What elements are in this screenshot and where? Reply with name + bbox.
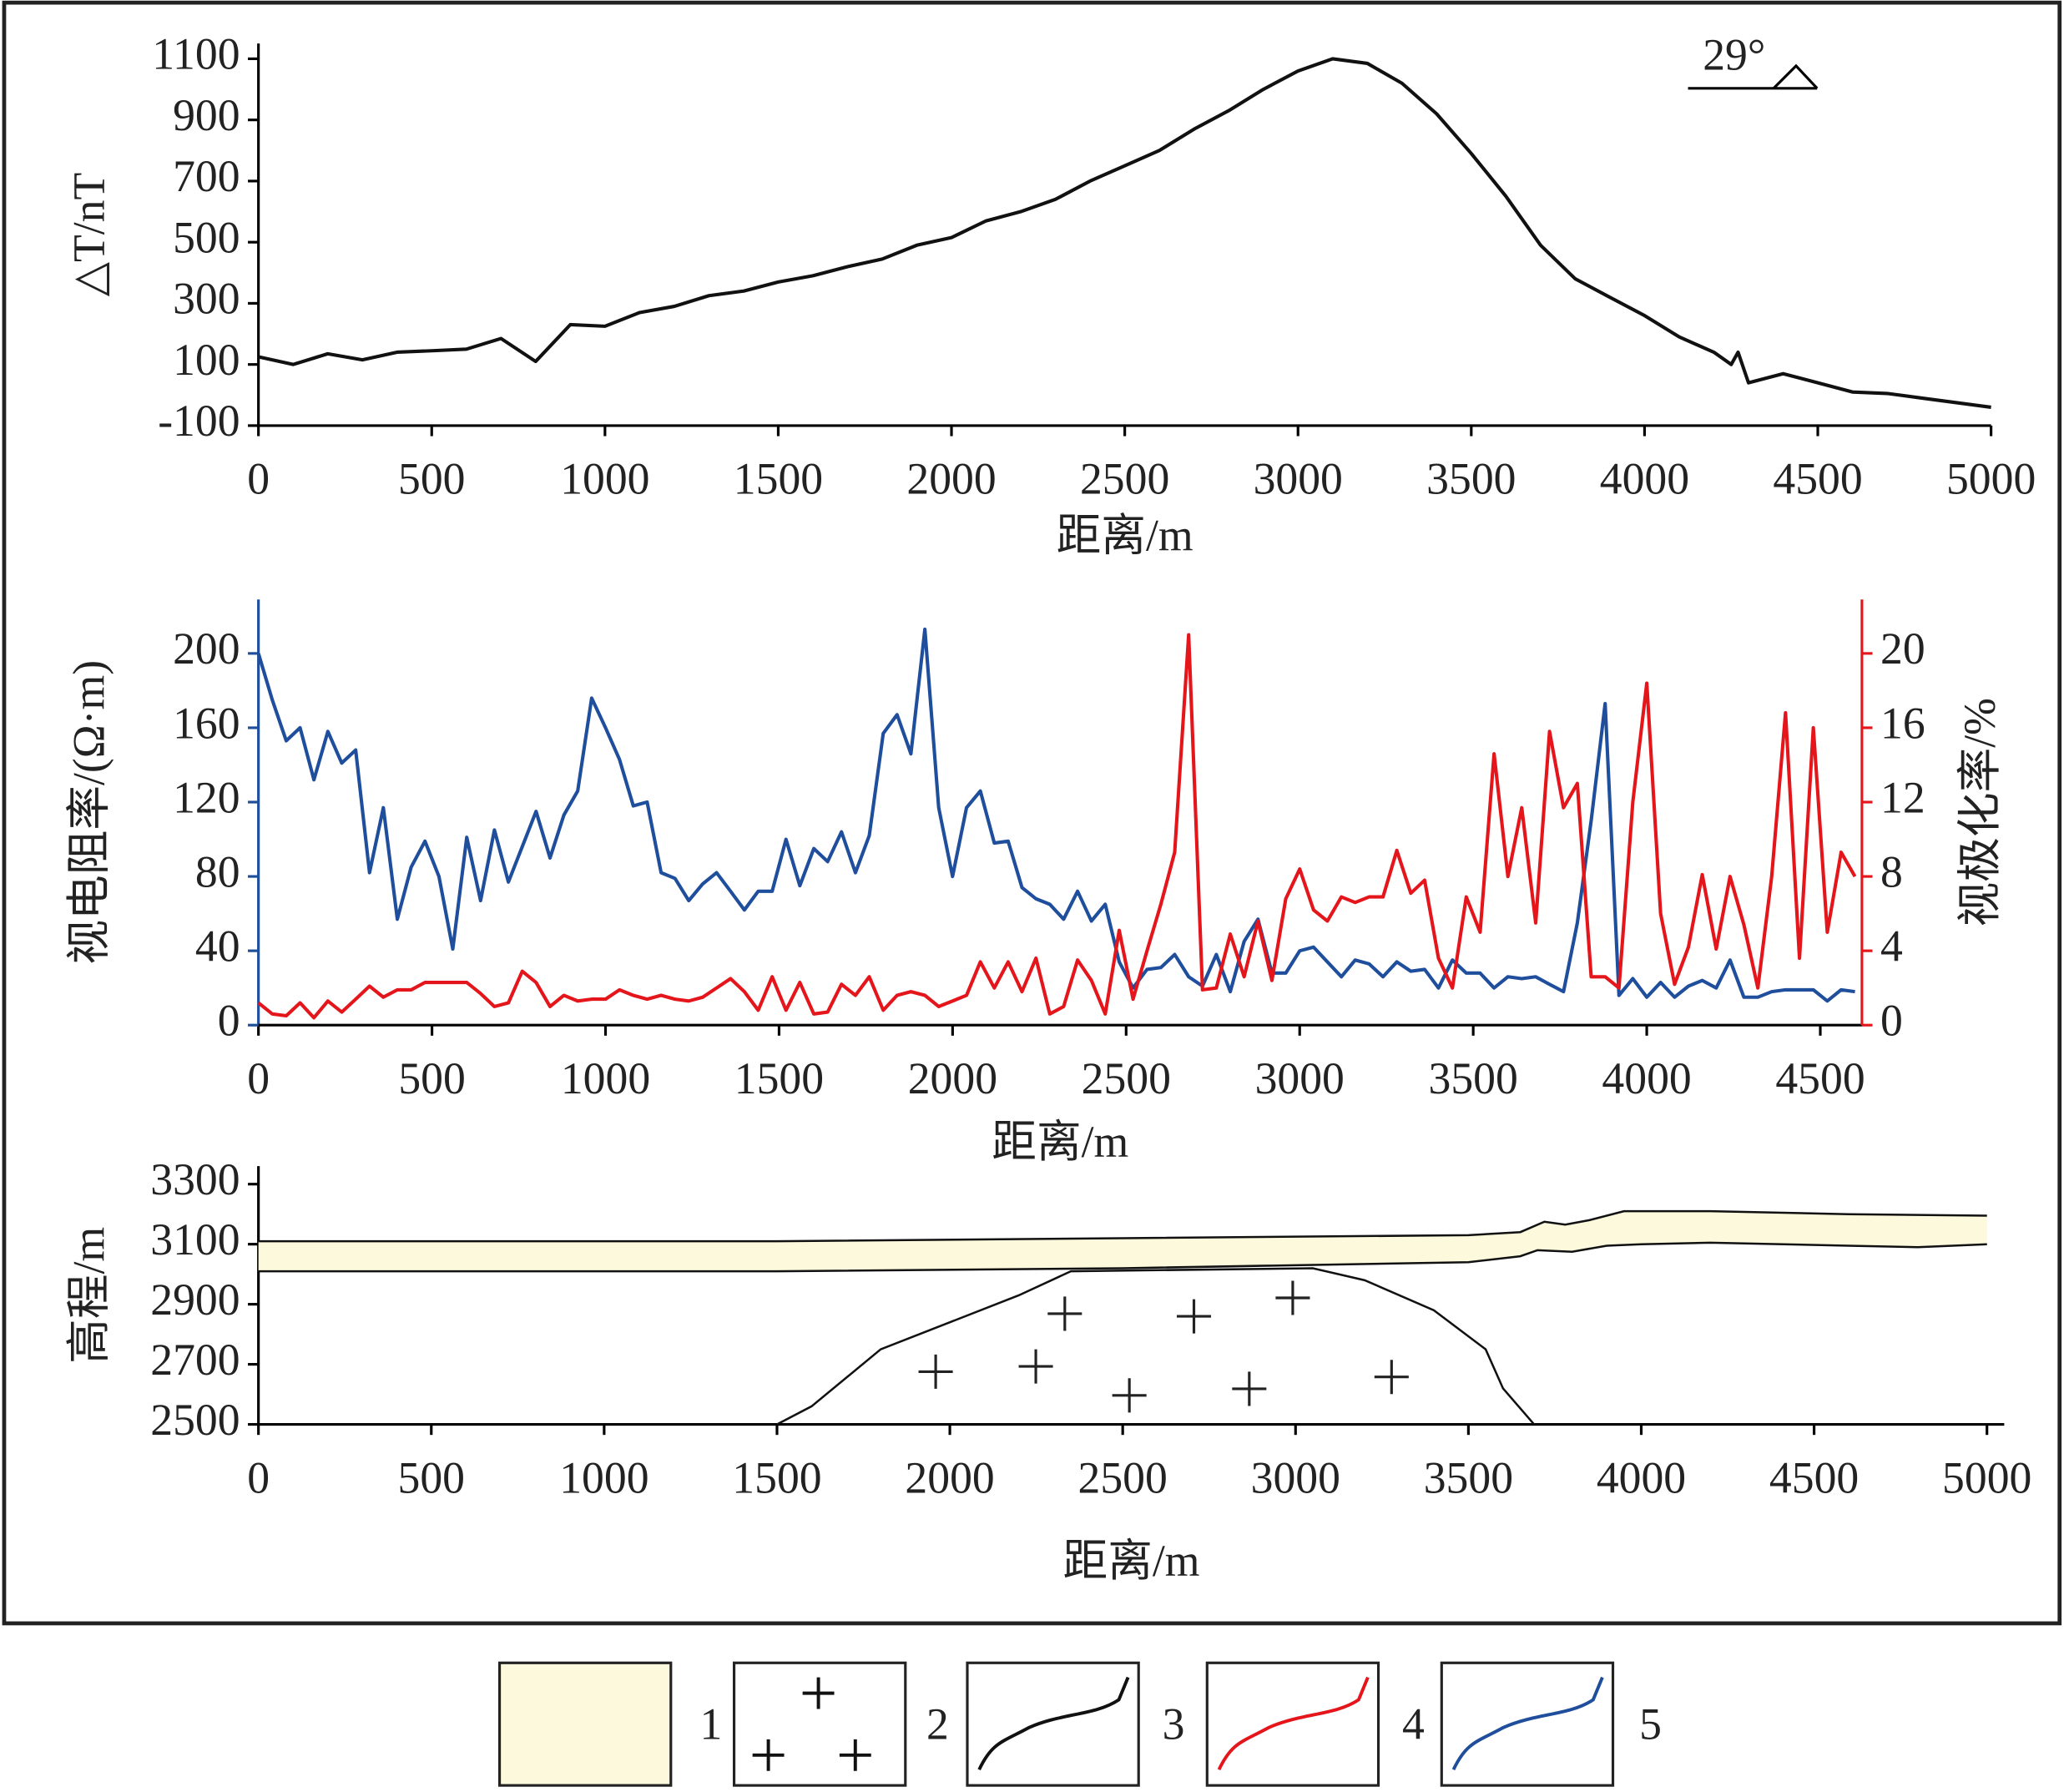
data-line <box>256 627 1855 1003</box>
y-tick-label: 2900 <box>150 1275 240 1325</box>
y-tick-label: 0 <box>218 996 240 1046</box>
y-tick-label: 2500 <box>150 1395 240 1445</box>
boundary-line <box>258 1209 1987 1243</box>
legend-line <box>977 1676 1130 1771</box>
x-tick-label: 0 <box>247 454 270 504</box>
y-tick-label: 120 <box>173 772 240 822</box>
y-tick-label: 900 <box>173 90 240 140</box>
y-tick-label: 3300 <box>150 1154 240 1204</box>
x-axis-label: 距离/m <box>1057 511 1193 561</box>
legend-line <box>1451 1676 1604 1771</box>
y-tick-label: 1100 <box>152 29 240 79</box>
annotation: 29° <box>1703 29 1765 79</box>
y2-tick-label: 0 <box>1880 996 1903 1046</box>
legend: 1 2 3 4 5 <box>497 1661 1662 1787</box>
x-tick-label: 5000 <box>1946 454 2036 504</box>
legend-label: 4 <box>1402 1699 1425 1749</box>
y-tick-label: 160 <box>173 698 240 748</box>
x-tick-label: 1000 <box>560 454 649 504</box>
x-axis-label: 距离/m <box>992 1117 1128 1167</box>
legend-label: 5 <box>1639 1699 1662 1749</box>
y2-axis-label: 视极化率/% <box>1955 698 2005 926</box>
y-tick-label: 3100 <box>150 1214 240 1264</box>
legend-box <box>497 1661 673 1787</box>
y-axis-label: 视电阻率/(Ω·m) <box>64 660 114 965</box>
x-tick-label: 1000 <box>561 1053 650 1103</box>
legend-cross <box>752 1677 871 1771</box>
y-tick-label: 500 <box>173 212 240 262</box>
boundary-line <box>258 1241 1987 1273</box>
y-tick-label: 300 <box>173 274 240 324</box>
x-tick-label: 2000 <box>906 454 996 504</box>
x-tick-label: 0 <box>247 1053 270 1103</box>
y-tick-label: 80 <box>195 846 240 896</box>
y-tick-label: 100 <box>173 335 240 385</box>
x-tick-label: 4500 <box>1769 1452 1859 1502</box>
x-tick-label: 1000 <box>559 1452 648 1502</box>
x-tick-label: 3000 <box>1251 1452 1340 1502</box>
boundary-line <box>776 1267 1536 1426</box>
x-tick-label: 3000 <box>1255 1053 1345 1103</box>
x-tick-label: 4000 <box>1597 1452 1686 1502</box>
x-axis-label: 距离/m <box>1063 1536 1200 1586</box>
x-tick-label: 1500 <box>732 1452 821 1502</box>
y2-tick-label: 16 <box>1880 698 1925 748</box>
x-tick-label: 4000 <box>1602 1053 1691 1103</box>
x-tick-label: 2500 <box>1080 454 1169 504</box>
cover-layer <box>258 1211 1987 1272</box>
y2-tick-label: 8 <box>1880 846 1903 896</box>
y-tick-label: 2700 <box>150 1335 240 1385</box>
x-tick-label: 3000 <box>1254 454 1343 504</box>
legend-box <box>1440 1661 1615 1787</box>
granite-cross <box>918 1280 1409 1413</box>
y-tick-label: 700 <box>173 151 240 201</box>
x-tick-label: 3500 <box>1428 1053 1517 1103</box>
y2-tick-label: 12 <box>1880 772 1925 822</box>
x-tick-label: 3500 <box>1426 454 1516 504</box>
y-axis-label: 高程/m <box>64 1227 114 1364</box>
x-tick-label: 2500 <box>1082 1053 1171 1103</box>
frame <box>2 0 2062 1626</box>
dip-symbol <box>1688 63 1819 90</box>
y-tick-label: 200 <box>173 623 240 674</box>
y2-tick-label: 20 <box>1880 623 1925 674</box>
x-tick-label: 500 <box>398 1452 465 1502</box>
x-tick-label: 1500 <box>734 1053 824 1103</box>
x-tick-label: 4000 <box>1600 454 1689 504</box>
x-tick-label: 500 <box>398 1053 465 1103</box>
x-tick-label: 1500 <box>734 454 823 504</box>
data-line <box>257 633 1857 1020</box>
y-tick-label: 40 <box>195 921 240 971</box>
legend-box <box>966 1661 1140 1787</box>
y-axis-label: △T/nT <box>64 173 114 297</box>
legend-box <box>1205 1661 1380 1787</box>
x-tick-label: 3500 <box>1424 1452 1513 1502</box>
x-tick-label: 500 <box>398 454 465 504</box>
legend-label: 1 <box>700 1699 723 1749</box>
x-tick-label: 5000 <box>1942 1452 2031 1502</box>
data-line <box>258 57 1991 410</box>
y2-tick-label: 4 <box>1880 921 1903 971</box>
x-tick-label: 4500 <box>1773 454 1862 504</box>
legend-label: 2 <box>926 1699 949 1749</box>
x-tick-label: 2500 <box>1078 1452 1168 1502</box>
legend-line <box>1217 1676 1370 1771</box>
x-tick-label: 2000 <box>908 1053 997 1103</box>
x-tick-label: 2000 <box>905 1452 994 1502</box>
x-tick-label: 4500 <box>1775 1053 1865 1103</box>
x-tick-label: 0 <box>247 1452 270 1502</box>
legend-label: 3 <box>1163 1699 1185 1749</box>
y-tick-label: -100 <box>158 396 240 446</box>
